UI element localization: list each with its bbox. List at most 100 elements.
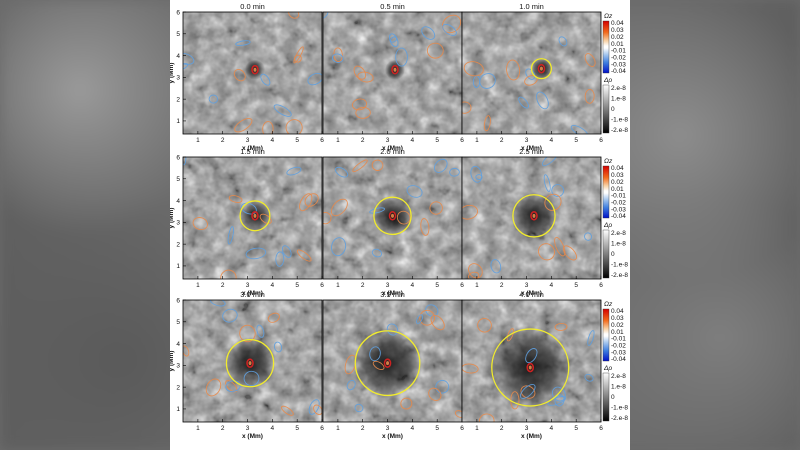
vorticity-contour [256,324,265,338]
panel-1: 0.0 min 1 2 3 4 5 6 x (Mm) 1 2 3 4 5 6 y (Mm) [170,2,324,152]
y-tick-label: 1 [176,118,180,125]
vorticity-contour [192,217,208,231]
panel-frame [461,156,602,280]
wave-front-circle [239,200,271,232]
x-tick-label: 6 [460,425,464,432]
colorbars-group: Ωz0.040.030.020.01-0.01-0.02-0.03-0.04Δρ… [602,13,628,422]
x-tick-label: 2 [221,425,225,432]
rho-colorbar-tick: 1.e-8 [611,241,626,248]
x-tick-label: 3 [246,137,250,144]
omega-colorbar [602,20,610,74]
x-tick-label: 4 [550,137,554,144]
central-vortex [246,358,254,368]
vorticity-contour [536,91,549,110]
omega-colorbar-tick: 0.04 [611,165,624,172]
rho-colorbar-tick: 0 [611,106,615,113]
x-axis-label: x (Mm) [242,290,263,297]
rho-colorbar [602,372,610,422]
x-tick-label: 4 [550,282,554,289]
vorticity-contour [351,98,368,111]
omega-colorbar-tick: -0.03 [611,206,626,213]
x-axis-label: x (Mm) [382,433,403,440]
central-vortex [388,211,397,221]
vorticity-contour [551,184,565,197]
vorticity-contour [208,94,219,104]
x-tick-label: 2 [500,282,504,289]
vorticity-contour [519,383,536,399]
panel-3: 1.0 min 1 2 3 4 5 6 x (Mm) [461,2,603,152]
x-tick-label: 6 [599,425,603,432]
vorticity-contour [386,323,399,336]
x-tick-label: 6 [460,282,464,289]
x-tick-label: 1 [336,137,340,144]
x-tick-label: 4 [550,425,554,432]
vorticity-contour [233,68,246,82]
rho-colorbar-tick: -1.e-8 [611,117,628,124]
y-tick-label: 4 [176,53,180,60]
x-tick-label: 3 [525,425,529,432]
omega-colorbar-tick: 0.02 [611,34,624,41]
vorticity-contour [554,237,566,257]
x-tick-label: 6 [599,282,603,289]
vorticity-contour [239,324,256,343]
vorticity-contour [506,59,521,81]
vorticity-contour [544,193,562,211]
vorticity-contour [286,166,302,176]
vorticity-contour [334,166,349,178]
x-tick-label: 4 [411,137,415,144]
panel-frame [461,11,602,135]
panel-title: 1.0 min [519,2,544,11]
vorticity-contour [285,119,303,134]
vorticity-contour [281,245,292,258]
y-tick-label: 2 [176,241,180,248]
x-tick-label: 3 [246,425,250,432]
panel-6: 2.5 min 1 2 3 4 5 6 x (Mm) [461,147,603,297]
x-axis-label: x (Mm) [521,433,542,440]
x-tick-label: 2 [500,425,504,432]
y-tick-label: 5 [176,176,180,183]
vorticity-contour [428,387,442,402]
panel-frame [182,299,323,423]
rho-colorbar-tick: -2.e-8 [611,127,628,134]
omega-colorbar-tick: -0.03 [611,61,626,68]
panel-frame [461,299,602,423]
vorticity-contour [307,72,322,86]
vorticity-contour [506,328,515,342]
colorbar-row-3: Ωz0.040.030.020.01-0.01-0.02-0.03-0.04 Δρ… [602,301,628,422]
rho-colorbar-tick: -1.e-8 [611,262,628,269]
x-tick-label: 1 [196,282,200,289]
vorticity-contour [462,204,479,220]
rho-colorbar-tick: 1.e-8 [611,384,626,391]
vorticity-contour [388,33,399,48]
x-tick-label: 3 [386,137,390,144]
central-vortex [526,362,535,373]
x-tick-label: 5 [295,137,299,144]
x-tick-label: 5 [435,425,439,432]
x-tick-label: 6 [599,137,603,144]
vorticity-contour [562,245,578,261]
vorticity-contour [313,404,322,415]
vorticity-contour [220,269,237,279]
vorticity-contour [267,312,280,323]
vorticity-contour [323,12,329,20]
x-axis-label: x (Mm) [382,145,403,152]
rho-colorbar-tick: -1.e-8 [611,405,628,412]
central-vortex [383,358,392,368]
x-tick-label: 6 [320,137,324,144]
y-tick-label: 3 [176,220,180,227]
x-axis-label: x (Mm) [242,433,263,440]
omega-colorbar-tick: -0.01 [611,336,626,343]
panel-title: 0.0 min [240,2,265,11]
vorticity-contour [426,42,444,59]
vorticity-contour [227,226,234,245]
vorticity-contour [273,341,283,353]
vorticity-contour [183,157,187,166]
x-axis-label: x (Mm) [521,290,542,297]
y-tick-label: 5 [176,31,180,38]
vorticity-contour [419,309,435,326]
vorticity-contour [433,158,448,173]
panel-title: 3.5 min [380,290,405,299]
vorticity-contour [183,345,190,357]
vorticity-contour [209,300,226,307]
